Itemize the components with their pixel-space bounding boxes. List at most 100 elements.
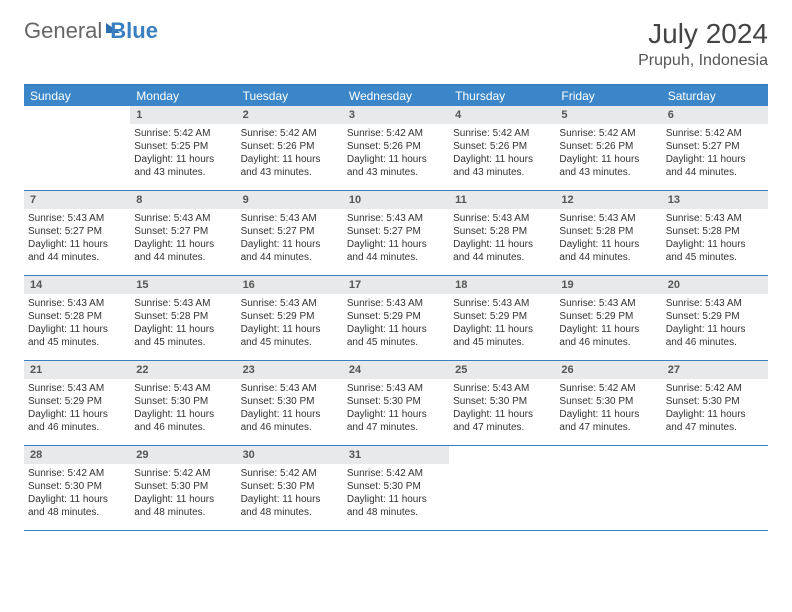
daylight-text: and 47 minutes. [666, 421, 764, 434]
daylight-text: and 46 minutes. [28, 421, 126, 434]
sunrise-text: Sunrise: 5:43 AM [134, 297, 232, 310]
day-cell: 1Sunrise: 5:42 AMSunset: 5:25 PMDaylight… [130, 106, 236, 190]
day-header: Thursday [449, 86, 555, 106]
sunset-text: Sunset: 5:27 PM [134, 225, 232, 238]
sunset-text: Sunset: 5:30 PM [666, 395, 764, 408]
daylight-text: Daylight: 11 hours [453, 408, 551, 421]
daylight-text: Daylight: 11 hours [666, 323, 764, 336]
day-cell: 22Sunrise: 5:43 AMSunset: 5:30 PMDayligh… [130, 361, 236, 445]
daylight-text: Daylight: 11 hours [241, 323, 339, 336]
day-cell: 24Sunrise: 5:43 AMSunset: 5:30 PMDayligh… [343, 361, 449, 445]
sunrise-text: Sunrise: 5:42 AM [666, 382, 764, 395]
sunrise-text: Sunrise: 5:43 AM [28, 382, 126, 395]
daylight-text: and 44 minutes. [134, 251, 232, 264]
day-cell: 14Sunrise: 5:43 AMSunset: 5:28 PMDayligh… [24, 276, 130, 360]
day-number: 16 [237, 276, 343, 294]
daylight-text: and 44 minutes. [453, 251, 551, 264]
day-cell: 15Sunrise: 5:43 AMSunset: 5:28 PMDayligh… [130, 276, 236, 360]
day-cell: 20Sunrise: 5:43 AMSunset: 5:29 PMDayligh… [662, 276, 768, 360]
sunset-text: Sunset: 5:29 PM [453, 310, 551, 323]
daylight-text: Daylight: 11 hours [134, 408, 232, 421]
daylight-text: Daylight: 11 hours [666, 153, 764, 166]
day-cell: 29Sunrise: 5:42 AMSunset: 5:30 PMDayligh… [130, 446, 236, 530]
location-label: Prupuh, Indonesia [638, 52, 768, 70]
sunrise-text: Sunrise: 5:42 AM [347, 127, 445, 140]
sunset-text: Sunset: 5:28 PM [559, 225, 657, 238]
day-number: 11 [449, 191, 555, 209]
day-number: 26 [555, 361, 661, 379]
daylight-text: and 44 minutes. [241, 251, 339, 264]
sunrise-text: Sunrise: 5:43 AM [347, 297, 445, 310]
daylight-text: and 45 minutes. [134, 336, 232, 349]
sunset-text: Sunset: 5:26 PM [559, 140, 657, 153]
sunset-text: Sunset: 5:30 PM [453, 395, 551, 408]
day-cell: 7Sunrise: 5:43 AMSunset: 5:27 PMDaylight… [24, 191, 130, 275]
day-cell [24, 106, 130, 190]
day-cell: 27Sunrise: 5:42 AMSunset: 5:30 PMDayligh… [662, 361, 768, 445]
daylight-text: and 47 minutes. [453, 421, 551, 434]
sunrise-text: Sunrise: 5:42 AM [453, 127, 551, 140]
sunset-text: Sunset: 5:26 PM [347, 140, 445, 153]
sunrise-text: Sunrise: 5:42 AM [559, 382, 657, 395]
daylight-text: and 44 minutes. [347, 251, 445, 264]
day-cell: 8Sunrise: 5:43 AMSunset: 5:27 PMDaylight… [130, 191, 236, 275]
day-cell: 28Sunrise: 5:42 AMSunset: 5:30 PMDayligh… [24, 446, 130, 530]
sunset-text: Sunset: 5:30 PM [347, 480, 445, 493]
daylight-text: Daylight: 11 hours [134, 493, 232, 506]
sunset-text: Sunset: 5:25 PM [134, 140, 232, 153]
daylight-text: and 45 minutes. [28, 336, 126, 349]
sunrise-text: Sunrise: 5:43 AM [453, 297, 551, 310]
daylight-text: Daylight: 11 hours [559, 238, 657, 251]
day-cell: 9Sunrise: 5:43 AMSunset: 5:27 PMDaylight… [237, 191, 343, 275]
day-number: 23 [237, 361, 343, 379]
sunrise-text: Sunrise: 5:42 AM [347, 467, 445, 480]
sunrise-text: Sunrise: 5:43 AM [241, 297, 339, 310]
sunrise-text: Sunrise: 5:43 AM [666, 212, 764, 225]
day-number: 18 [449, 276, 555, 294]
week-row: 1 Sunrise: 5:42 AM Sunset: 5:25 PM Daylight… [24, 106, 768, 191]
sunset-text: Sunset: 5:28 PM [666, 225, 764, 238]
sunset-text: Sunset: 5:26 PM [453, 140, 551, 153]
sunset-text: Sunset: 5:27 PM [666, 140, 764, 153]
sunset-text: Sunset: 5:29 PM [559, 310, 657, 323]
daylight-text: and 48 minutes. [28, 506, 126, 519]
day-cell [555, 446, 661, 530]
day-cell [449, 446, 555, 530]
day-header-row: SundayMondayTuesdayWednesdayThursdayFrid… [24, 86, 768, 106]
day-number: 1 [130, 106, 236, 124]
logo-text-2: Blue [110, 18, 158, 44]
daylight-text: and 46 minutes. [241, 421, 339, 434]
day-header: Sunday [24, 86, 130, 106]
sunset-text: Sunset: 5:28 PM [28, 310, 126, 323]
daylight-text: Daylight: 11 hours [28, 408, 126, 421]
daylight-text: Daylight: 11 hours [347, 153, 445, 166]
daylight-text: and 46 minutes. [666, 336, 764, 349]
day-cell: 3Sunrise: 5:42 AMSunset: 5:26 PMDaylight… [343, 106, 449, 190]
sunrise-text: Sunrise: 5:43 AM [134, 382, 232, 395]
sunset-text: Sunset: 5:30 PM [241, 480, 339, 493]
day-number: 5 [555, 106, 661, 124]
daylight-text: Daylight: 11 hours [241, 153, 339, 166]
sunset-text: Sunset: 5:30 PM [134, 395, 232, 408]
week-row: 14Sunrise: 5:43 AMSunset: 5:28 PMDayligh… [24, 276, 768, 361]
sunrise-text: Sunrise: 5:43 AM [559, 297, 657, 310]
day-header: Monday [130, 86, 236, 106]
logo: General Blue [24, 18, 158, 44]
sunrise-text: Sunrise: 5:43 AM [666, 297, 764, 310]
daylight-text: and 46 minutes. [134, 421, 232, 434]
day-number: 19 [555, 276, 661, 294]
daylight-text: Daylight: 11 hours [559, 408, 657, 421]
day-number: 24 [343, 361, 449, 379]
day-cell: 31Sunrise: 5:42 AMSunset: 5:30 PMDayligh… [343, 446, 449, 530]
day-cell: 23Sunrise: 5:43 AMSunset: 5:30 PMDayligh… [237, 361, 343, 445]
daylight-text: and 48 minutes. [134, 506, 232, 519]
sunset-text: Sunset: 5:29 PM [28, 395, 126, 408]
daylight-text: and 47 minutes. [347, 421, 445, 434]
sunset-text: Sunset: 5:30 PM [241, 395, 339, 408]
daylight-text: Daylight: 11 hours [666, 408, 764, 421]
day-number: 14 [24, 276, 130, 294]
sunrise-text: Sunrise: 5:43 AM [134, 212, 232, 225]
daylight-text: and 45 minutes. [666, 251, 764, 264]
daylight-text: Daylight: 11 hours [28, 323, 126, 336]
day-cell: 16Sunrise: 5:43 AMSunset: 5:29 PMDayligh… [237, 276, 343, 360]
